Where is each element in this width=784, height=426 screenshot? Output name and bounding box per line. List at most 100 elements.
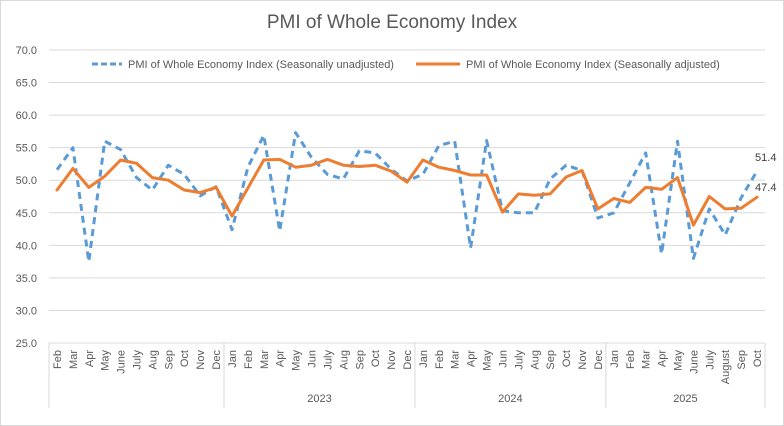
x-tick-label: July (322, 350, 334, 370)
y-tick-label: 50.0 (16, 175, 37, 187)
data-point (150, 176, 154, 180)
legend-item-unadjusted[interactable]: PMI of Whole Economy Index (Seasonally u… (92, 59, 394, 71)
x-tick-label: Apr (466, 350, 478, 367)
data-point (198, 191, 202, 195)
data-point (230, 228, 234, 232)
legend-label-unadjusted: PMI of Whole Economy Index (Seasonally u… (128, 59, 394, 71)
data-point (691, 256, 695, 260)
data-point (294, 131, 298, 135)
data-point (310, 163, 314, 167)
x-tick-label: Jan (418, 350, 430, 368)
data-point (87, 185, 91, 189)
data-point (675, 139, 679, 143)
data-point (723, 233, 727, 237)
data-point (500, 210, 504, 214)
x-tick-label: Mar (259, 350, 271, 369)
data-point (612, 211, 616, 215)
x-tick-label: May (100, 350, 112, 371)
series-line-unadjusted (55, 131, 759, 264)
x-tick-label: Jun (497, 350, 509, 368)
x-tick-label: May (291, 350, 303, 371)
data-point (485, 173, 489, 177)
x-tick-label: Mar (68, 350, 80, 369)
y-axis-ticks: 25.0 30.0 35.0 40.0 45.0 50.0 55.0 60.0 65.0 70.0 (16, 45, 37, 350)
data-point (516, 192, 520, 196)
data-point (341, 163, 345, 167)
data-point (485, 139, 489, 143)
data-point (723, 207, 727, 211)
data-point (246, 186, 250, 190)
data-point (564, 175, 568, 179)
data-point (707, 207, 711, 211)
data-point (182, 172, 186, 176)
chart-title: PMI of Whole Economy Index (267, 12, 518, 33)
data-point (103, 139, 107, 143)
x-tick-label: June (688, 350, 700, 374)
y-tick-label: 40.0 (16, 240, 37, 252)
x-tick-label: Aug (529, 350, 541, 370)
x-tick-label: Apr (657, 350, 669, 367)
data-point (532, 211, 536, 215)
data-point (135, 161, 139, 165)
x-tick-label: Feb (625, 350, 637, 369)
x-axis: Feb Mar Apr May June July Aug Sep Oct Nov Dec Jan Fe… (48, 342, 766, 408)
x-tick-label: Jun (307, 350, 319, 368)
data-point (755, 195, 759, 199)
data-point (325, 157, 329, 161)
legend-item-adjusted[interactable]: PMI of Whole Economy Index (Seasonally a… (416, 59, 720, 71)
data-point (548, 177, 552, 181)
data-point (532, 193, 536, 197)
x-tick-label: Dec (593, 350, 605, 370)
x-tick-label: Sep (354, 350, 366, 370)
data-point (310, 155, 314, 159)
y-tick-label: 60.0 (16, 110, 37, 122)
x-tick-label: Jan (609, 350, 621, 368)
data-point (246, 165, 250, 169)
data-point (580, 168, 584, 172)
data-point (182, 188, 186, 192)
data-point (628, 200, 632, 204)
x-tick-label: June (116, 350, 128, 374)
data-point (214, 185, 218, 189)
data-point (325, 172, 329, 176)
data-point (421, 158, 425, 162)
data-point (87, 260, 91, 264)
legend: PMI of Whole Economy Index (Seasonally u… (92, 59, 720, 71)
y-tick-label: 30.0 (16, 305, 37, 317)
data-point (644, 151, 648, 155)
data-point (421, 172, 425, 176)
x-tick-label: Apr (84, 350, 96, 367)
data-point (278, 229, 282, 233)
x-tick-label: July (704, 350, 716, 370)
data-point (596, 207, 600, 211)
x-tick-label: Sep (545, 350, 557, 370)
x-tick-label: Nov (386, 350, 398, 370)
x-tick-label: Nov (195, 350, 207, 370)
x-tick-label: July (513, 350, 525, 370)
data-point (675, 176, 679, 180)
x-group-label: 2024 (498, 393, 522, 405)
data-point (230, 214, 234, 218)
data-point (373, 163, 377, 167)
x-tick-label: Oct (370, 350, 382, 367)
x-tick-label: Nov (577, 350, 589, 370)
x-tick-label: Jan (227, 350, 239, 368)
x-tick-label: Aug (147, 350, 159, 370)
data-point (373, 151, 377, 155)
data-point (150, 188, 154, 192)
data-point (71, 167, 75, 171)
data-point (628, 181, 632, 185)
data-point (739, 206, 743, 210)
data-point (437, 165, 441, 169)
x-tick-label: Sep (163, 350, 175, 370)
data-point (660, 252, 664, 256)
x-tick-label: July (132, 350, 144, 370)
x-tick-label: Apr (275, 350, 287, 367)
data-point (755, 169, 759, 173)
data-point (707, 195, 711, 199)
data-point (341, 177, 345, 181)
x-tick-label: Oct (561, 350, 573, 367)
data-point (166, 178, 170, 182)
data-point (516, 211, 520, 215)
